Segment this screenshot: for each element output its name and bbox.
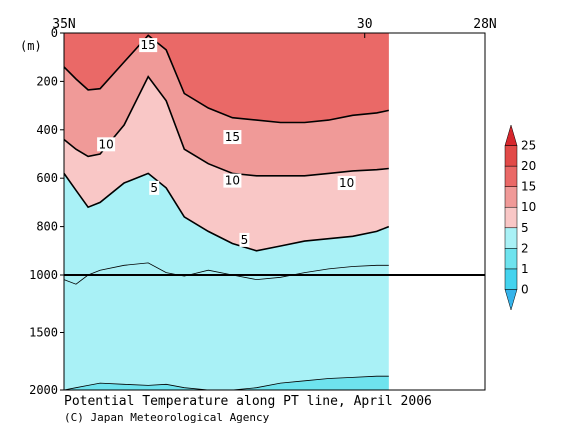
colorbar-label: 10	[521, 200, 536, 214]
contour-label-bg	[223, 130, 242, 145]
colorbar-segment	[504, 227, 518, 249]
colorbar-label: 25	[521, 139, 536, 153]
contour-label: 15	[225, 130, 240, 144]
colorbar-label: 5	[521, 221, 529, 235]
colorbar-label: 2	[521, 241, 529, 255]
contour-label-bg	[337, 176, 356, 191]
contour-label-bg	[139, 38, 158, 53]
colorbar-label: 0	[521, 282, 529, 296]
depth-tick-label: 800	[36, 220, 58, 234]
contour-line-15	[63, 34, 389, 124]
colorbar-segment	[504, 289, 518, 311]
fill-band-1-2	[64, 376, 389, 390]
depth-tick-label: 600	[36, 171, 58, 185]
contour-label: 10	[225, 174, 240, 188]
colorbar-segment	[504, 268, 518, 290]
contour-label-bg	[97, 137, 116, 152]
contour-label: 10	[339, 176, 354, 190]
depth-tick-label: 2000	[29, 383, 58, 397]
chart-title: Potential Temperature along PT line, Apr…	[64, 394, 432, 409]
contour-label: 10	[98, 137, 113, 151]
contour-label-bg	[149, 180, 160, 195]
contour-label: 5	[241, 233, 249, 247]
colorbar-segment	[504, 248, 518, 270]
contour-labels-layer: 15 10 5 15 10 5 10	[97, 38, 356, 247]
contour-label: 5	[150, 181, 158, 195]
colorbar-label: 20	[521, 159, 536, 173]
lat-tick-label: 30	[357, 17, 373, 32]
depth-unit-label: (m)	[20, 39, 42, 53]
plot-frame	[63, 32, 486, 391]
axes-layer: 0 200 400 600 800 1000 1500 2000 (m) 35N 30 28N	[20, 17, 497, 397]
credit-text: (C) Japan Meteorological Agency	[64, 411, 270, 424]
contour-label-bg	[223, 173, 242, 188]
fill-layer	[64, 33, 389, 390]
colorbar-segment	[504, 145, 518, 167]
colorbar-segment	[504, 124, 518, 146]
contour-line-10	[63, 75, 389, 177]
colorbar-segment	[504, 186, 518, 208]
depth-tick-label: 0	[51, 26, 58, 40]
colorbar-segment	[504, 165, 518, 187]
colorbar-segment	[504, 206, 518, 229]
contour-line-2	[63, 262, 389, 285]
contour-label-bg	[239, 232, 250, 247]
depth-tick-label: 1000	[29, 268, 58, 282]
contour-line-5	[63, 172, 390, 252]
depth-tick-label: 200	[36, 74, 58, 88]
lat-tick-label: 28N	[473, 17, 496, 32]
contour-label: 15	[141, 38, 156, 52]
colorbar-label: 15	[521, 180, 536, 194]
depth-tick-label: 1500	[29, 326, 58, 340]
colorbar-label: 1	[521, 262, 529, 276]
fill-band-15-20	[64, 33, 389, 123]
depth-tick-label: 400	[36, 123, 58, 137]
lat-tick-label: 35N	[52, 17, 75, 32]
